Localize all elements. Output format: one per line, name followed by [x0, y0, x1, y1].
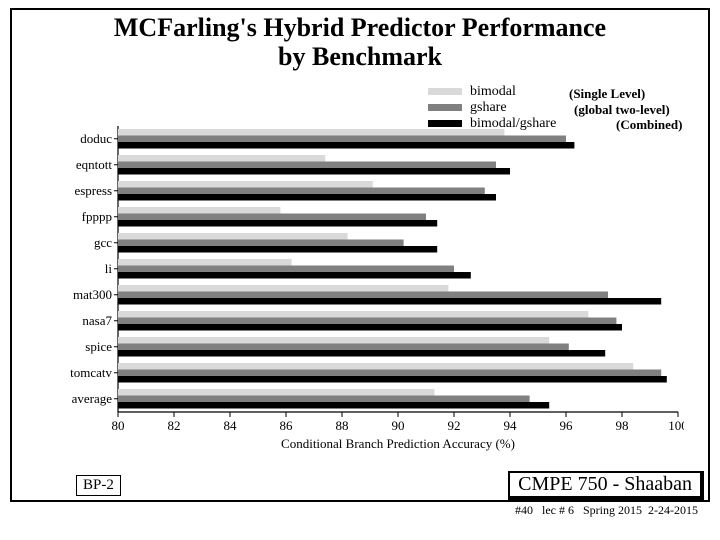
bar: [118, 246, 437, 253]
course-label: CMPE 750 - Shaaban: [508, 471, 704, 500]
x-tick-label: 92: [448, 418, 461, 433]
legend-swatch: [428, 104, 462, 111]
x-tick-label: 86: [280, 418, 294, 433]
bp-label: BP-2: [76, 475, 121, 496]
footer-date: 2-24-2015: [648, 503, 698, 517]
x-tick-label: 80: [112, 418, 125, 433]
bar: [118, 350, 605, 357]
footer-lec: lec # 6: [542, 503, 574, 517]
legend-label: bimodal: [470, 84, 516, 99]
y-tick-label: fpppp: [82, 209, 112, 224]
footer-page: #40: [515, 503, 533, 517]
bar: [118, 363, 633, 370]
bar: [118, 389, 434, 396]
bar: [118, 396, 530, 403]
y-tick-label: doduc: [80, 131, 112, 146]
chart-container: 80 82 84 86 88 90 92 94 96 98 100 Conditional Branc…: [44, 126, 684, 456]
y-tick-label: tomcatv: [70, 365, 112, 380]
legend-swatch: [428, 88, 462, 95]
bar: [118, 233, 348, 240]
bar: [118, 292, 608, 299]
bar: [118, 181, 373, 188]
bar: [118, 214, 426, 221]
bar: [118, 337, 549, 344]
x-tick-label: 94: [504, 418, 518, 433]
x-tick-label: 84: [224, 418, 238, 433]
bar: [118, 298, 661, 305]
bar: [118, 155, 325, 162]
legend-label: gshare: [470, 100, 507, 115]
x-tick-label: 82: [168, 418, 181, 433]
bar: [118, 344, 569, 351]
bar: [118, 402, 549, 409]
bar: [118, 272, 471, 279]
bar: [118, 311, 588, 318]
title-line-1: MCFarling's Hybrid Predictor Performance: [114, 13, 606, 42]
x-axis-label: Conditional Branch Prediction Accuracy (…: [281, 436, 515, 451]
bar: [118, 220, 437, 227]
legend-svg: bimodalgsharebimodal/gshare: [428, 84, 688, 134]
bar: [118, 370, 661, 377]
bar: [118, 266, 454, 273]
footer-line: #40 lec # 6 Spring 2015 2-24-2015: [515, 503, 698, 518]
bar: [118, 376, 667, 383]
legend-swatch: [428, 120, 462, 127]
bar: [118, 136, 566, 143]
bar: [118, 162, 496, 169]
y-tick-label: average: [72, 391, 113, 406]
bar: [118, 207, 280, 214]
footer-term: Spring 2015: [583, 503, 642, 517]
x-tick-label: 90: [392, 418, 405, 433]
bar: [118, 194, 496, 201]
bar: [118, 142, 574, 149]
x-tick-label: 96: [560, 418, 574, 433]
bar: [118, 285, 448, 292]
bar: [118, 168, 510, 175]
y-tick-label: mat300: [73, 287, 112, 302]
x-tick-label: 100: [668, 418, 684, 433]
x-tick-label: 88: [336, 418, 349, 433]
bar: [118, 318, 616, 325]
y-tick-label: eqntott: [76, 157, 112, 172]
legend-label: bimodal/gshare: [470, 116, 556, 131]
page-title: MCFarling's Hybrid Predictor Performance…: [0, 14, 720, 71]
y-tick-label: spice: [85, 339, 112, 354]
y-tick-label: gcc: [94, 235, 112, 250]
bar: [118, 188, 485, 195]
x-tick-label: 98: [616, 418, 629, 433]
bar: [118, 240, 404, 247]
y-tick-label: li: [105, 261, 113, 276]
y-tick-label: nasa7: [82, 313, 112, 328]
bar: [118, 324, 622, 331]
bar: [118, 259, 292, 266]
y-tick-label: espress: [74, 183, 112, 198]
title-line-2: by Benchmark: [278, 42, 442, 71]
chart-svg: 80 82 84 86 88 90 92 94 96 98 100 Conditional Branc…: [44, 126, 684, 456]
